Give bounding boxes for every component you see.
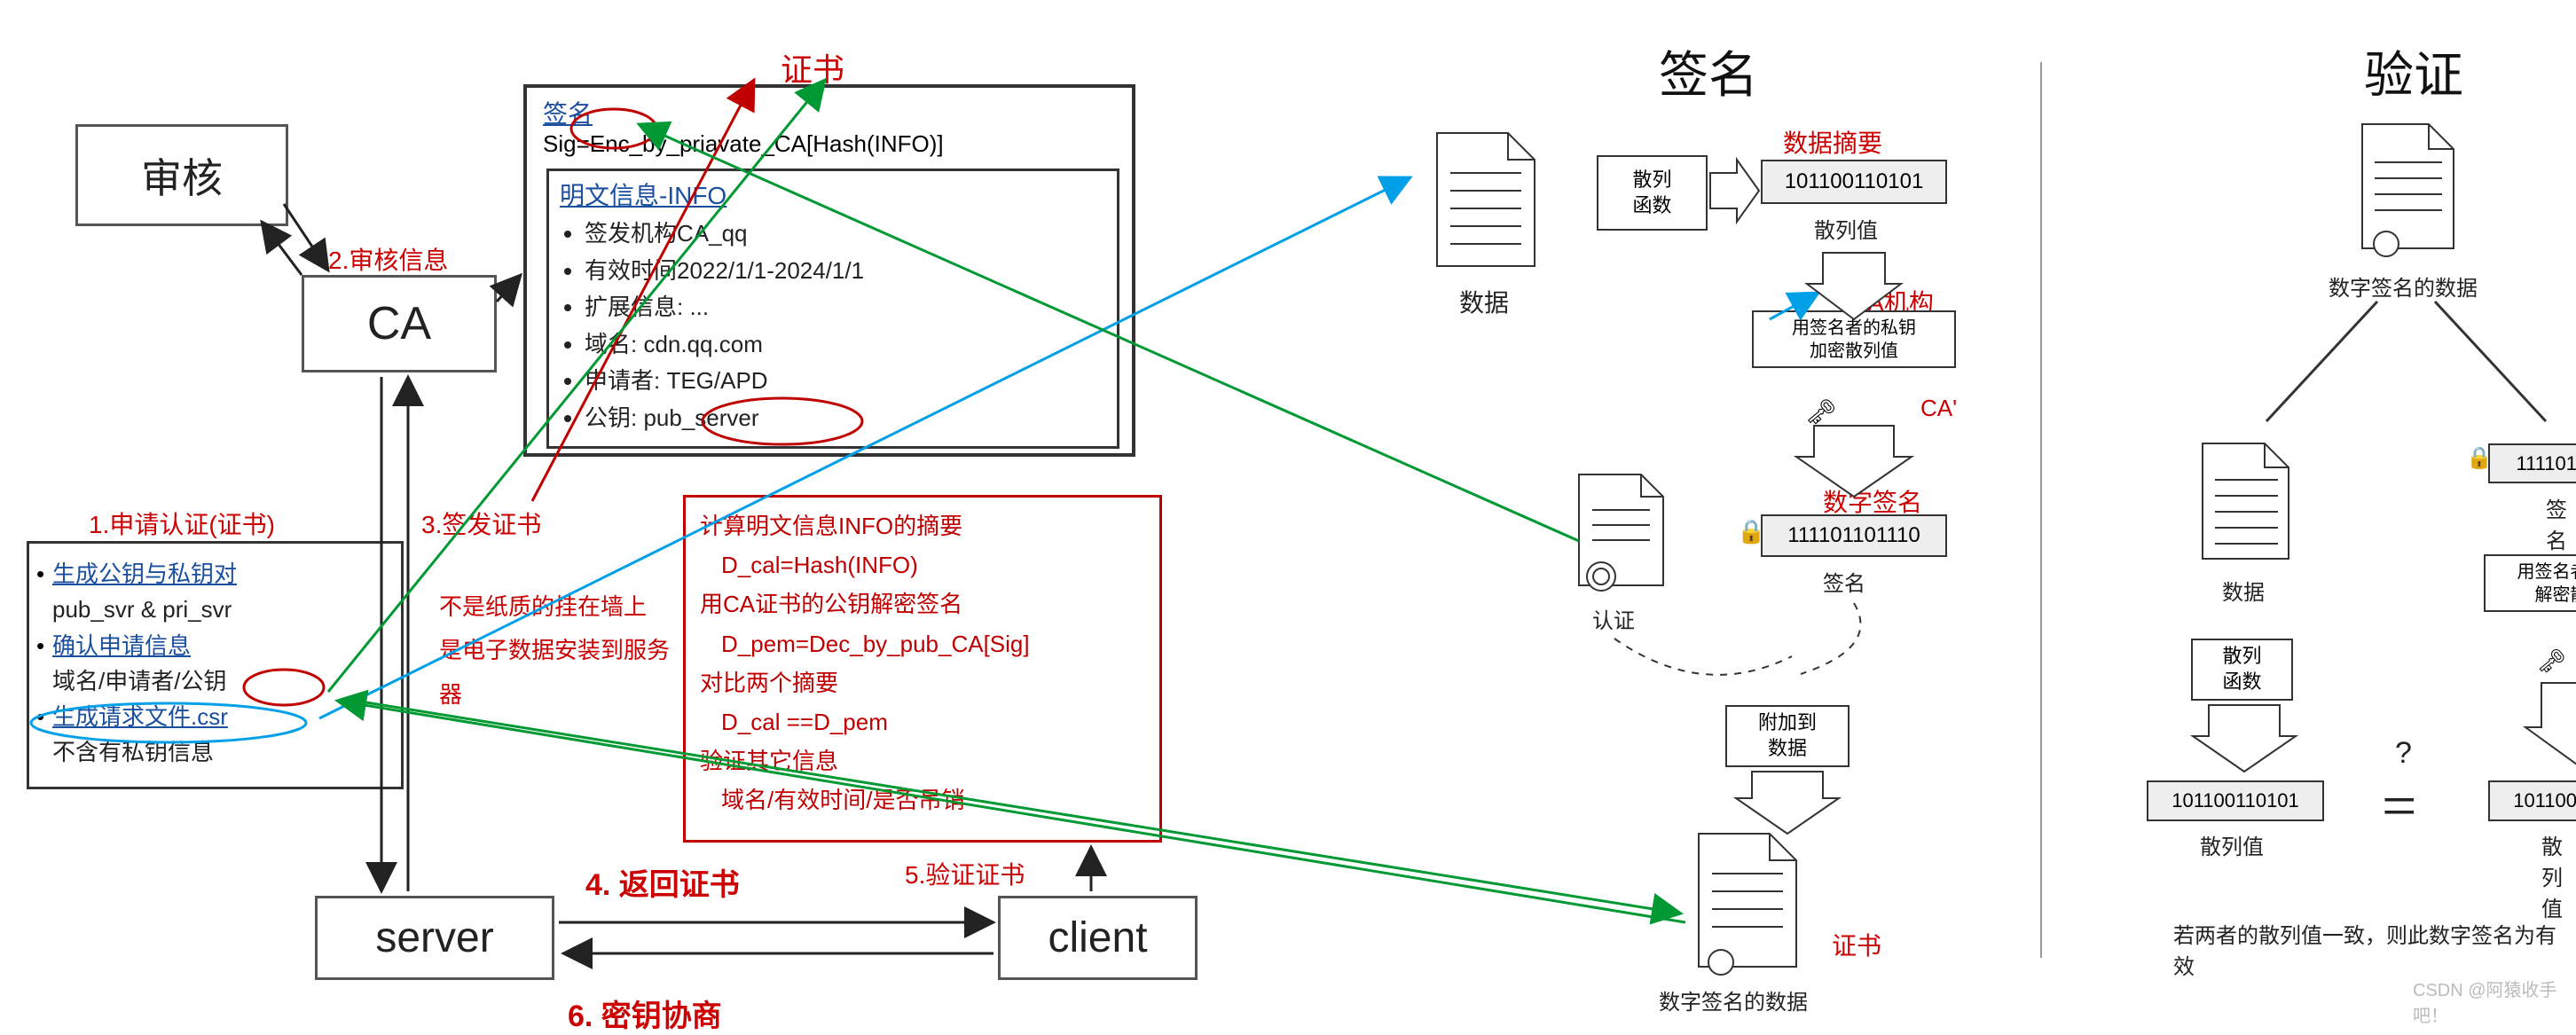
lock-icon-right: 🔒 bbox=[2466, 445, 2493, 471]
right-data-icon bbox=[2195, 439, 2297, 568]
info-bullet: 有效时间2022/1/1-2024/1/1 bbox=[585, 253, 1106, 290]
question-mark: ? bbox=[2395, 736, 2412, 771]
info-bullet: 域名: cdn.qq.com bbox=[585, 326, 1106, 364]
verify-line: D_cal=Hash(INFO) bbox=[700, 545, 1145, 584]
conclusion-text: 若两者的散列值一致，则此数字签名为有效 bbox=[2173, 918, 2576, 980]
right-hash-right-label: 散列值 bbox=[2541, 829, 2576, 922]
apply-bullet: •生成请求文件.csr bbox=[36, 699, 394, 734]
audit-box: 审核 bbox=[75, 124, 288, 226]
apply-bullet: •生成公钥与私钥对 bbox=[36, 556, 394, 592]
verify-title: 验证 bbox=[2364, 35, 2463, 107]
step2-label: 2.审核信息 bbox=[328, 241, 448, 277]
apply-box: •生成公钥与私钥对pub_svr & pri_svr•确认申请信息域名/申请者/… bbox=[27, 541, 404, 789]
sig-value-label: 签名 bbox=[1823, 566, 1865, 597]
step5-label: 5.验证证书 bbox=[905, 856, 1025, 891]
sig-value-box: 111101101110 bbox=[1761, 514, 1947, 557]
data-label: 数据 bbox=[1459, 284, 1509, 319]
certificate-box: 签名 Sig=Enc_by_priavate_CA[Hash(INFO)] 明文… bbox=[523, 84, 1135, 457]
info-bullet: 签发机构CA_qq bbox=[585, 216, 1106, 253]
arrows-overlay bbox=[0, 0, 2576, 1001]
sig-link: 签名 bbox=[543, 100, 593, 128]
right-hash-func-box: 散列 函数 bbox=[2191, 639, 2293, 701]
apply-bullet: 域名/申请者/公钥 bbox=[36, 663, 394, 699]
right-signed-data-label: 数字签名的数据 bbox=[2329, 271, 2478, 302]
info-title: 明文信息-INFO bbox=[560, 182, 726, 209]
right-hash-left-box: 101100110101 bbox=[2147, 780, 2324, 821]
right-sig-label: 签名 bbox=[2546, 492, 2576, 554]
auth-label: 认证 bbox=[1592, 603, 1635, 634]
cert-bottom-label: 证书 bbox=[1832, 927, 1881, 962]
signed-doc-icon bbox=[1690, 829, 1805, 976]
ca-prime-label: CA' bbox=[1920, 395, 1957, 422]
step3-label: 3.签发证书 bbox=[421, 506, 541, 541]
decrypt-note-box: 用签名者的公钥 解密散列值 bbox=[2484, 554, 2576, 612]
verify-line: D_pem=Dec_by_pub_CA[Sig] bbox=[700, 624, 1145, 663]
document-icon bbox=[1428, 129, 1543, 275]
append-box: 附加到 数据 bbox=[1725, 705, 1850, 767]
hash-value-label: 散列值 bbox=[1814, 213, 1878, 244]
key-icon-right: 🗝 bbox=[2537, 647, 2566, 675]
info-bullet: 公钥: pub_server bbox=[585, 400, 1106, 437]
ca-box: CA bbox=[302, 275, 497, 372]
hash-value-box: 101100110101 bbox=[1761, 160, 1947, 204]
apply-bullet: pub_svr & pri_svr bbox=[36, 592, 394, 627]
equals-sign: = bbox=[2382, 772, 2416, 843]
key-icon: 🗝 bbox=[1805, 397, 1837, 427]
apply-bullet: •确认申请信息 bbox=[36, 628, 394, 663]
info-bullet: 申请者: TEG/APD bbox=[585, 363, 1106, 400]
sign-title: 签名 bbox=[1659, 35, 1758, 107]
signature-label: 数字签名 bbox=[1823, 483, 1922, 519]
right-sig-value-box: 111101101110 bbox=[2488, 443, 2576, 483]
step4-label: 4. 返回证书 bbox=[585, 860, 740, 904]
verify-line: 计算明文信息INFO的摘要 bbox=[700, 506, 1145, 545]
step6-label: 6. 密钥协商 bbox=[568, 992, 722, 1035]
step1-label: 1.申请认证(证书) bbox=[89, 506, 275, 541]
hash-func-box: 散列 函数 bbox=[1597, 155, 1708, 231]
info-bullet: 扩展信息: ... bbox=[585, 289, 1106, 326]
divider-line bbox=[2040, 62, 2042, 958]
client-box: client bbox=[998, 896, 1198, 980]
server-box: server bbox=[315, 896, 554, 980]
apply-bullet: 不含有私钥信息 bbox=[36, 734, 394, 770]
sig-formula: Sig=Enc_by_priavate_CA[Hash(INFO)] bbox=[543, 130, 944, 157]
verify-box: 计算明文信息INFO的摘要 D_cal=Hash(INFO)用CA证书的公钥解密… bbox=[683, 495, 1162, 843]
cert-icon bbox=[1570, 470, 1672, 594]
cert-title-label: 证书 bbox=[781, 44, 844, 90]
verify-line: 验证其它信息 bbox=[700, 741, 1145, 780]
verify-line: D_cal ==D_pem bbox=[700, 702, 1145, 741]
signed-doc-top-icon bbox=[2355, 120, 2462, 257]
verify-line: 用CA证书的公钥解密签名 bbox=[700, 584, 1145, 623]
right-hash-left-label: 散列值 bbox=[2200, 829, 2264, 860]
watermark-text: CSDN @阿猿收手吧！ bbox=[2413, 976, 2576, 1027]
encrypt-note-box: 用签名者的私钥 加密散列值 bbox=[1752, 310, 1956, 368]
digest-label: 数据摘要 bbox=[1783, 124, 1882, 160]
right-data-label: 数据 bbox=[2222, 575, 2265, 606]
right-hash-right-box: 101100110101 bbox=[2488, 780, 2576, 821]
info-box: 明文信息-INFO 签发机构CA_qq有效时间2022/1/1-2024/1/1… bbox=[546, 169, 1119, 449]
verify-line: 域名/有效时间/是否吊销 bbox=[700, 780, 1145, 819]
red-note: 不是纸质的挂在墙上 是电子数据安装到服务器 bbox=[439, 585, 670, 717]
verify-line: 对比两个摘要 bbox=[700, 663, 1145, 702]
lock-icon: 🔒 bbox=[1737, 518, 1765, 545]
signed-data-label: 数字签名的数据 bbox=[1659, 984, 1808, 1015]
